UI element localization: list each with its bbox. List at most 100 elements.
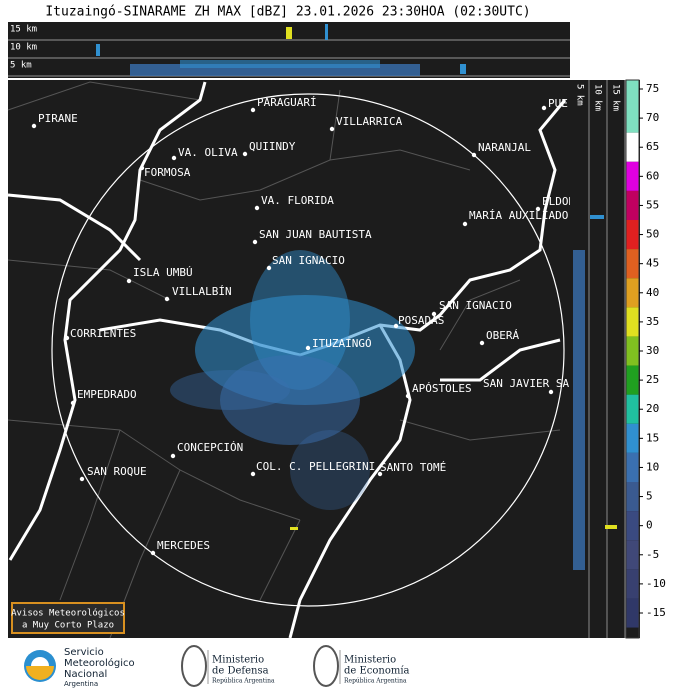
city-dot xyxy=(70,400,76,406)
ministry-text: República Argentina xyxy=(344,678,407,685)
colorbar-label: 15 xyxy=(646,431,659,444)
colorbar-band xyxy=(626,511,639,541)
city-dot xyxy=(252,239,258,245)
colorbar-label: 55 xyxy=(646,198,659,211)
city-label: MERCEDES xyxy=(157,539,210,552)
city-label: VILLALBÍN xyxy=(172,285,232,298)
colorbar-label: 10 xyxy=(646,460,659,473)
height-echoes xyxy=(96,24,466,76)
city-dot xyxy=(393,323,399,329)
city-dot xyxy=(79,476,85,482)
city-label: SAN ROQUE xyxy=(87,465,147,478)
city-label: CORRIENTES xyxy=(70,327,136,340)
city-dot xyxy=(431,311,437,317)
city-dot xyxy=(541,105,547,111)
footer: Servicio Meteorológico Nacional Argentin… xyxy=(24,645,410,688)
smn-text: Servicio xyxy=(64,647,104,658)
city-label: PARAGUARÍ xyxy=(257,96,317,109)
colorbar-band xyxy=(626,336,639,366)
colorbar-band xyxy=(626,540,639,570)
colorbar-label: 40 xyxy=(646,286,659,299)
side-echoes xyxy=(573,215,617,570)
height-label: 10 km xyxy=(10,43,37,53)
colorbar-band xyxy=(626,569,639,599)
city-label: SAN IGNACIO xyxy=(439,299,512,312)
notice-box xyxy=(11,602,125,634)
city-dot xyxy=(31,123,37,129)
city-dot xyxy=(170,453,176,459)
city-label: VA. OLIVA xyxy=(178,146,238,159)
colorbar-label: 50 xyxy=(646,228,659,241)
colorbar-band xyxy=(626,103,639,133)
notice: a Muy Corto Plazo xyxy=(22,621,114,631)
smn-text: Meteorológico xyxy=(64,657,135,669)
city-dot xyxy=(471,152,477,158)
admin-borders xyxy=(7,81,561,639)
colorbar-band xyxy=(626,307,639,337)
height-label: 15 km xyxy=(10,25,37,35)
city-dot xyxy=(405,393,411,399)
colorbar-label: 75 xyxy=(646,82,659,95)
city-label: MARÍA AUXILIADO xyxy=(469,209,568,222)
range-ring xyxy=(51,93,565,607)
city-dot xyxy=(305,345,311,351)
city-label: SAN IGNACIO xyxy=(272,254,345,267)
colorbar-label: 70 xyxy=(646,111,659,124)
colorbar-band xyxy=(626,423,639,453)
city-label: ISLA UMBÚ xyxy=(133,266,193,279)
colorbar-band xyxy=(626,452,639,482)
title: Ituzaingó-SINARAME ZH MAX [dBZ] 23.01.20… xyxy=(45,5,530,20)
city-dot xyxy=(242,151,248,157)
city-dot xyxy=(171,155,177,161)
colorbar-label: 45 xyxy=(646,257,659,270)
side-label: 5 km xyxy=(575,84,585,106)
colorbar-label: 0 xyxy=(646,519,653,532)
city-label: EMPEDRADO xyxy=(77,388,137,401)
colorbar-label: -5 xyxy=(646,548,659,561)
colorbar-band xyxy=(626,598,639,628)
colorbar-band xyxy=(626,161,639,191)
colorbar-label: 20 xyxy=(646,402,659,415)
city-label: SAN JUAN BAUTISTA xyxy=(259,228,372,241)
city-dot xyxy=(377,471,383,477)
colorbar-label: 5 xyxy=(646,490,653,503)
city-dot xyxy=(139,165,145,171)
colorbar-label: 65 xyxy=(646,140,659,153)
city-label: ELDOR xyxy=(542,195,575,208)
city-label: FORMOSA xyxy=(144,166,191,179)
ministry-text: de Defensa xyxy=(212,666,269,677)
city-dot xyxy=(548,389,554,395)
colorbar-band xyxy=(626,482,639,512)
colorbar-band xyxy=(626,220,639,250)
colorbar-band xyxy=(626,132,639,162)
city-label: PUE xyxy=(548,97,568,110)
smn-text: Argentina xyxy=(64,680,98,688)
height-label: 5 km xyxy=(10,61,32,71)
city-dot xyxy=(250,471,256,477)
colorbar-band xyxy=(626,80,639,110)
colorbar-label: 25 xyxy=(646,373,659,386)
city-dot xyxy=(126,278,132,284)
city-dot xyxy=(254,205,260,211)
city-label: APÓSTOLES xyxy=(412,382,472,395)
city-label: COL. C. PELLEGRINI xyxy=(256,460,375,473)
ministry-text: Ministerio xyxy=(344,655,396,666)
city-dot xyxy=(329,126,335,132)
city-label: ITUZAINGÓ xyxy=(312,337,372,350)
city-label: CONCEPCIÓN xyxy=(177,441,243,454)
city-label: OBERÁ xyxy=(486,329,519,342)
colorbar-frame xyxy=(625,79,640,639)
colorbar-band xyxy=(626,394,639,424)
city-dot xyxy=(535,206,541,212)
side-label: 15 km xyxy=(611,84,621,111)
ministry-text: Ministerio xyxy=(212,655,264,666)
ministry-text: de Economía xyxy=(344,666,410,677)
echoes xyxy=(170,250,415,530)
colorbar-band xyxy=(626,365,639,395)
city-label: SANTO TOMÉ xyxy=(380,461,446,474)
city-dot xyxy=(266,265,272,271)
city-dot xyxy=(164,296,170,302)
city-label: QUIINDY xyxy=(249,140,296,153)
colorbar-band xyxy=(626,249,639,279)
